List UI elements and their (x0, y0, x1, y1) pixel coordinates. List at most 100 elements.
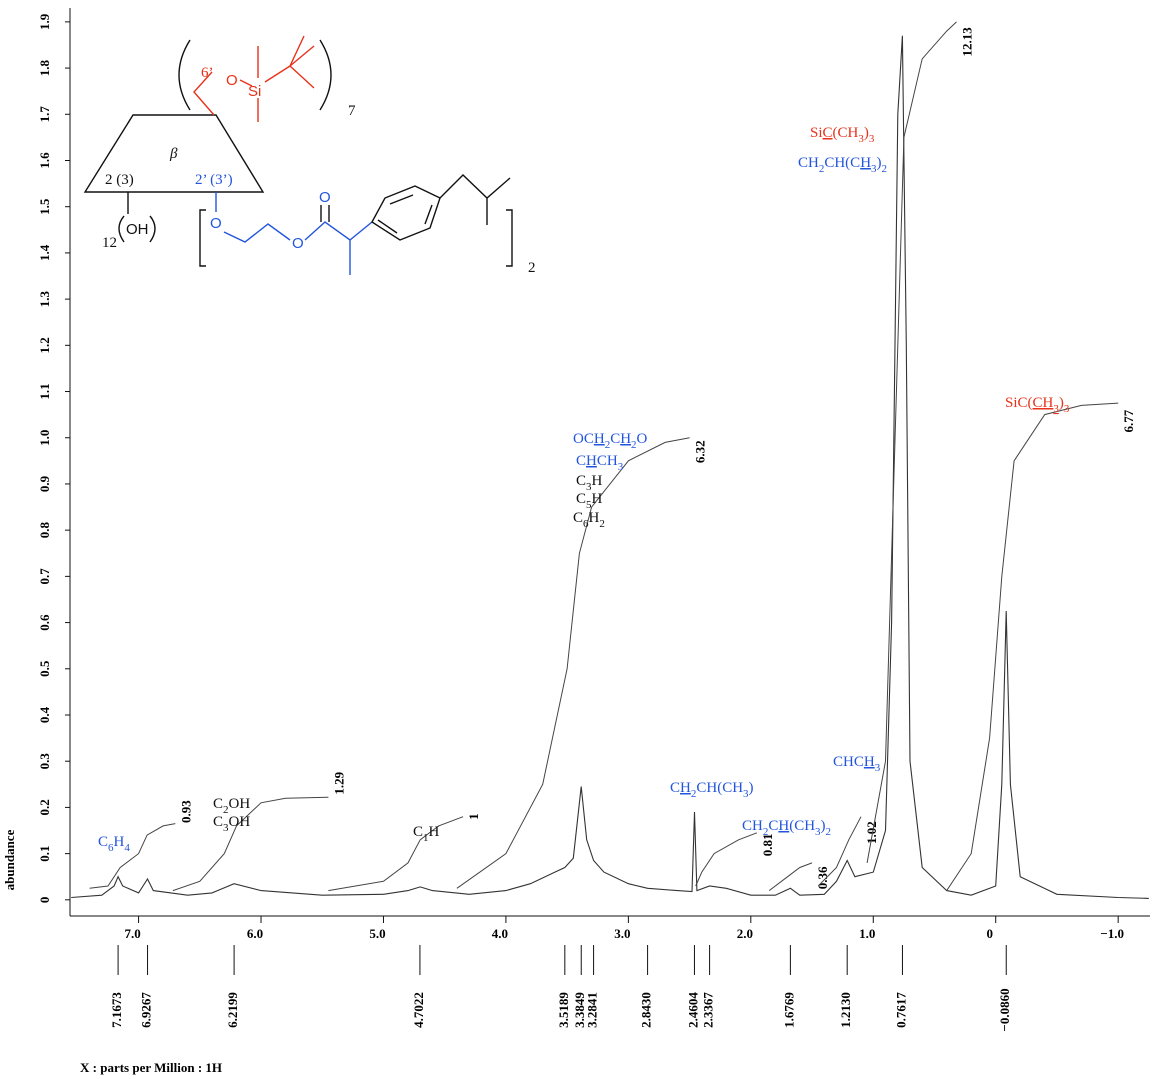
annotation-part: C (576, 473, 586, 489)
annotation-part: CH (597, 453, 618, 469)
annotation-part: 2 (631, 439, 637, 451)
label: O (319, 189, 331, 206)
label: β (169, 146, 178, 162)
annotation-part: (CH (833, 125, 859, 141)
linker (215, 192, 373, 275)
annotation-part: ) (1059, 395, 1064, 411)
annotation-part: 2 (223, 804, 229, 816)
annotation-part: H (586, 453, 597, 469)
peak-label: 3.5189 (556, 992, 571, 1028)
annotation-part: C (213, 796, 223, 812)
integral-label: 0.36 (815, 866, 830, 889)
annotation-part: H (864, 754, 875, 770)
annotation-part: 2 (882, 163, 888, 175)
annotation-part: 3 (875, 762, 881, 774)
annotation-part: CH(C (824, 155, 860, 171)
annotation-part: OH (229, 796, 251, 812)
annotation-part: ) (749, 780, 754, 796)
y-tick-label: 0.6 (37, 614, 52, 631)
paren (178, 39, 191, 111)
spectrum (71, 35, 1149, 899)
annotation-part: 6 (108, 842, 114, 854)
x-tick-label: 2.0 (737, 926, 753, 941)
integral-label: 1.02 (864, 821, 879, 844)
annotation-part: C (768, 818, 778, 834)
label: 2 (528, 260, 536, 276)
integral (89, 823, 176, 889)
annotation: CHCH3 (833, 754, 881, 774)
integral (695, 832, 758, 887)
annotation-part: 4 (124, 842, 130, 854)
annotation-part: 2 (763, 826, 769, 838)
integral (946, 402, 1119, 891)
annotation-part: 1 (423, 832, 429, 844)
annotation-part: 3 (618, 461, 624, 473)
y-tick-label: 0.4 (37, 706, 52, 723)
annotation-part: ) (864, 125, 869, 141)
annotation-part: H (429, 824, 440, 840)
bracket (199, 209, 513, 267)
y-tick-label: 1.2 (37, 337, 52, 353)
peak-label: 3.2841 (585, 992, 600, 1028)
peak-label: 0.7617 (893, 992, 908, 1028)
annotation-part: H (680, 780, 691, 796)
label: Si (248, 83, 261, 100)
annotation: C6H2 (573, 510, 605, 530)
annotation-part: ) (821, 818, 826, 834)
x-tick-label: 6.0 (247, 926, 263, 941)
y-tick-label: 1.3 (37, 290, 52, 307)
annotation: C2OH (213, 796, 250, 816)
annotation-part: H (592, 491, 603, 507)
integral (817, 816, 862, 887)
peak-label: 6.2199 (225, 992, 240, 1028)
annotation-part: H (620, 431, 631, 447)
annotation-part: 3 (1053, 403, 1059, 415)
annotation-part: 2 (605, 439, 611, 451)
x-tick-label: 4.0 (492, 926, 508, 941)
peak-label: 6.9267 (139, 992, 154, 1028)
annotation-part: 2 (819, 163, 825, 175)
annotation-part: CH (742, 818, 763, 834)
peak-label: 1.2130 (838, 992, 853, 1028)
x-tick-label: 0 (986, 926, 993, 941)
peak-label: −0.0860 (997, 988, 1012, 1031)
tbs (193, 35, 315, 122)
x-tick-label: 3.0 (614, 926, 630, 941)
carbonyl (320, 205, 330, 222)
annotation-part: 6 (583, 518, 589, 530)
annotation-part: H (114, 834, 125, 850)
annotation-part: 3 (743, 788, 749, 800)
label: 12 (102, 235, 117, 251)
annotation: OCH2CH2O (573, 431, 648, 451)
y-tick-label: 1.1 (37, 383, 52, 399)
integral-label: 1.29 (331, 771, 346, 794)
annotation-part: C (576, 491, 586, 507)
annotation-part: Si (810, 125, 823, 141)
annotation-part: 3 (586, 481, 592, 493)
annotation: SiC(CH3)3 (810, 125, 875, 145)
y-tick-label: 0.8 (37, 522, 52, 539)
annotation-part: C (610, 431, 620, 447)
annotation-part: H (860, 155, 871, 171)
label: O (292, 235, 304, 252)
annotation-part: C (573, 510, 583, 526)
annotation-part: OH (229, 814, 251, 830)
annotation-part: 2 (599, 518, 605, 530)
y-tick-label: 1.6 (37, 152, 52, 169)
annotation: CH2CH(CH3)2 (798, 155, 887, 175)
y-tick-label: 0.1 (37, 845, 52, 861)
annotation-part: CH (798, 155, 819, 171)
annotation-part: 3 (223, 822, 229, 834)
annotation: C6H4 (98, 834, 130, 854)
x-tick-label: 7.0 (124, 926, 140, 941)
annotation-part: SiC( (1005, 395, 1033, 411)
y-tick-label: 0.5 (37, 660, 52, 677)
annotation-part: 3 (1064, 403, 1070, 415)
peak-label: 1.6769 (781, 992, 796, 1028)
benzene (371, 185, 441, 241)
y-tick-label: 0.7 (37, 568, 52, 585)
label: OH (126, 221, 149, 238)
annotation-part: 3 (858, 133, 864, 145)
integral-label: 0.81 (760, 833, 775, 856)
annotation-part: H (589, 510, 600, 526)
